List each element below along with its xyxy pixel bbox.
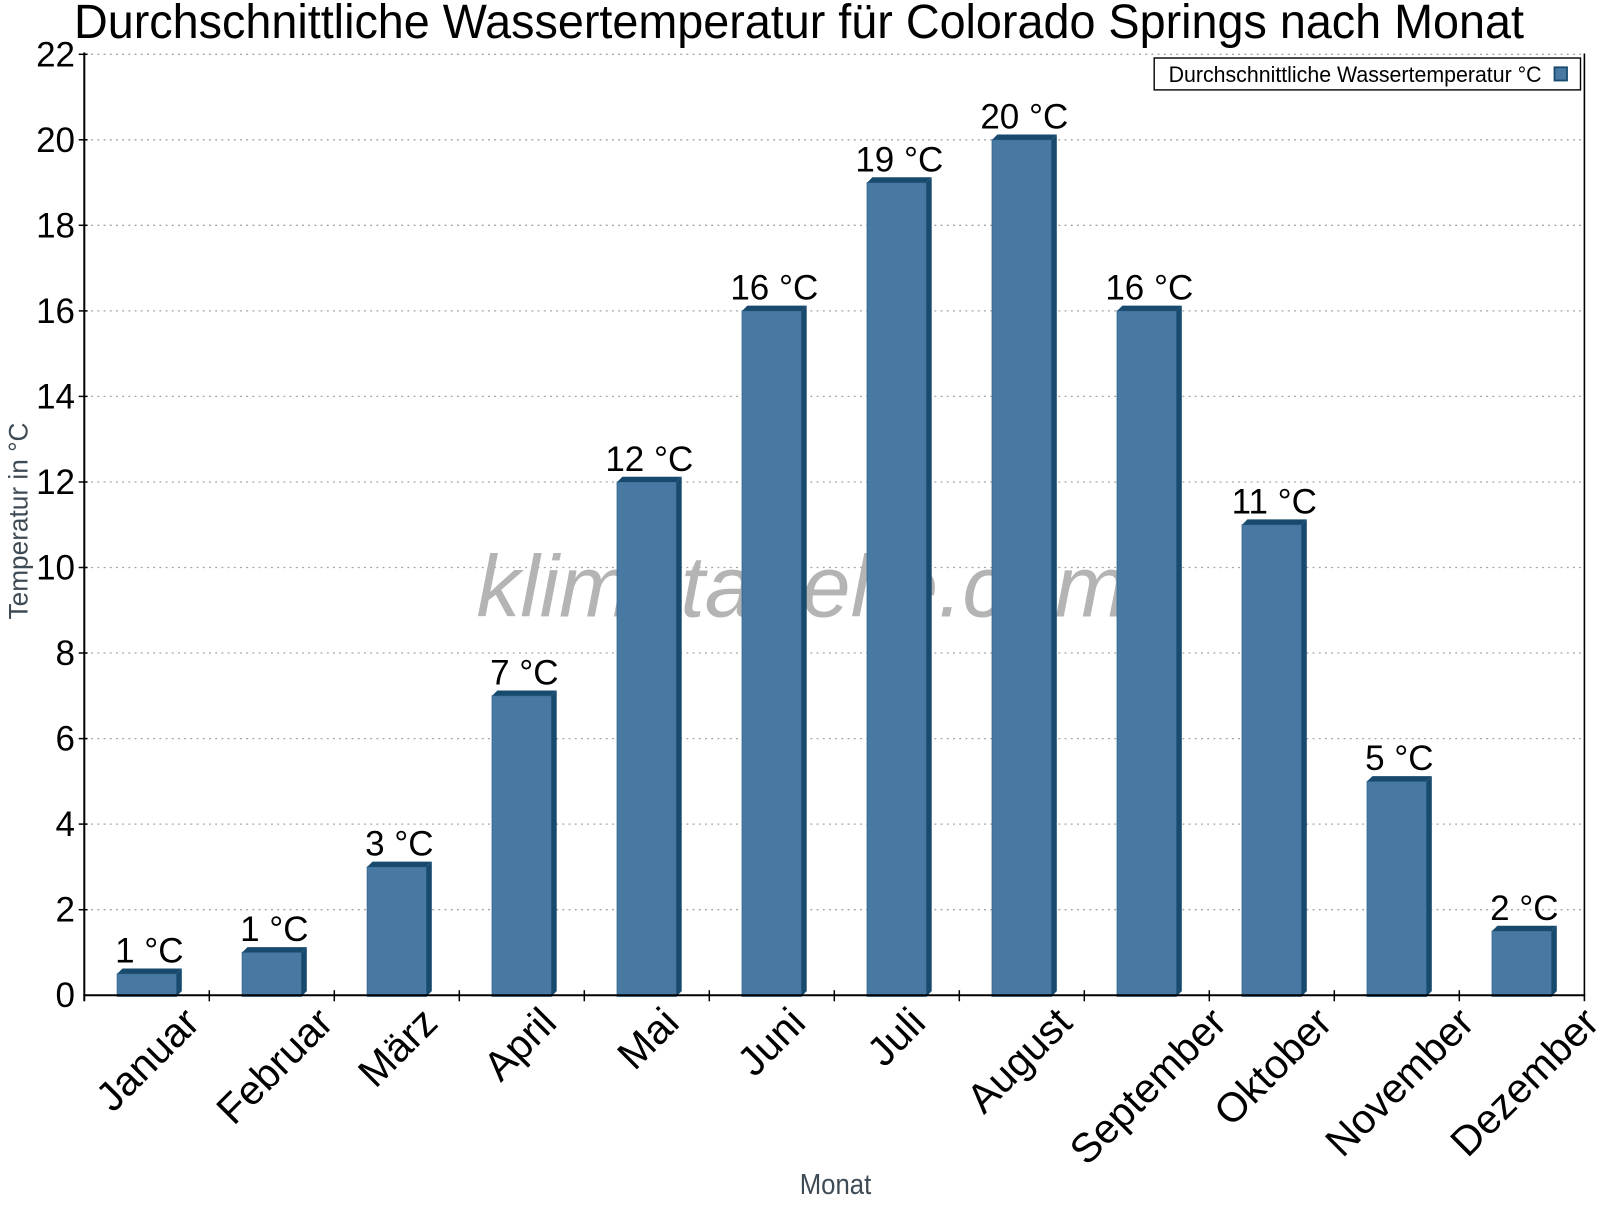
svg-text:8: 8	[56, 634, 75, 673]
svg-text:0: 0	[56, 976, 75, 1015]
svg-text:14: 14	[36, 377, 75, 416]
svg-text:5 °C: 5 °C	[1365, 739, 1433, 778]
svg-text:22: 22	[36, 35, 75, 74]
svg-text:Durchschnittliche Wassertemper: Durchschnittliche Wassertemperatur für C…	[74, 0, 1524, 49]
svg-text:Monat: Monat	[800, 1169, 872, 1200]
svg-text:12: 12	[36, 463, 75, 502]
svg-text:16 °C: 16 °C	[730, 269, 818, 308]
svg-text:7 °C: 7 °C	[490, 654, 558, 693]
svg-text:19 °C: 19 °C	[855, 140, 943, 179]
svg-text:16: 16	[36, 292, 75, 331]
svg-text:10: 10	[36, 549, 75, 588]
svg-text:11 °C: 11 °C	[1232, 483, 1317, 522]
svg-text:1 °C: 1 °C	[240, 910, 308, 949]
svg-text:4: 4	[56, 805, 75, 844]
svg-text:6: 6	[56, 720, 75, 759]
svg-text:12 °C: 12 °C	[605, 440, 693, 479]
svg-text:2 °C: 2 °C	[1490, 889, 1558, 928]
svg-text:Durchschnittliche Wassertemper: Durchschnittliche Wassertemperatur °C	[1169, 62, 1542, 87]
svg-text:16 °C: 16 °C	[1105, 269, 1193, 308]
svg-text:1 °C: 1 °C	[115, 932, 183, 971]
svg-text:Temperatur in °C: Temperatur in °C	[4, 423, 34, 620]
svg-text:18: 18	[36, 206, 75, 245]
svg-text:20 °C: 20 °C	[980, 98, 1068, 137]
svg-text:2: 2	[56, 891, 75, 930]
svg-text:20: 20	[36, 121, 75, 160]
svg-text:3 °C: 3 °C	[365, 825, 433, 864]
